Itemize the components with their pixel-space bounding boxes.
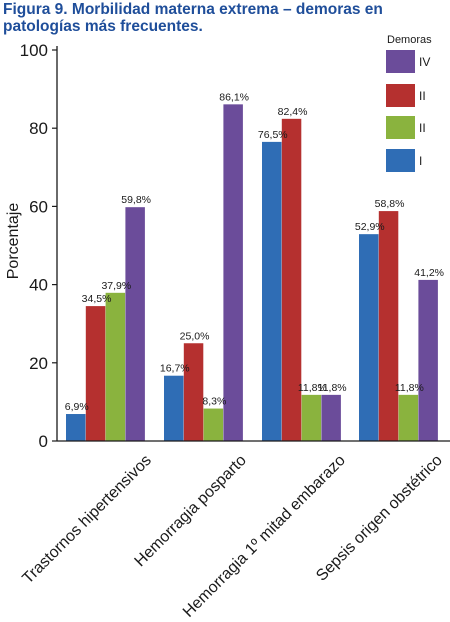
legend-title: Demoras: [387, 34, 432, 46]
data-label: 86,1%: [219, 91, 249, 103]
bar-III-4: [378, 211, 399, 441]
axes-group: [56, 46, 450, 442]
data-label: 11,8%: [298, 382, 327, 394]
category-label: Hemorragia posparto: [132, 452, 250, 570]
legend-swatch-IV: [386, 50, 415, 73]
bar-III-3: [281, 118, 302, 441]
bar-IV-1: [125, 207, 145, 441]
bar-I-1: [66, 414, 86, 441]
bar-I-2: [164, 375, 184, 441]
legend-swatch-I: [386, 149, 415, 172]
y-tick-label: 100: [20, 41, 48, 60]
legend-label-II: II: [419, 121, 426, 135]
y-tick-label: 60: [29, 197, 48, 216]
data-label: 16,7%: [160, 363, 190, 375]
legend-swatch-III: [386, 84, 415, 107]
bar-I-4: [359, 234, 379, 441]
bar-IV-3: [321, 394, 341, 441]
bar-I-3: [262, 141, 282, 441]
data-label: 37,9%: [101, 280, 131, 292]
bar-IV-2: [223, 104, 243, 441]
data-label: 76,5%: [258, 129, 288, 141]
data-label: 25,0%: [180, 330, 210, 342]
legend-swatch-II: [386, 116, 415, 139]
data-label: 11,8%: [318, 382, 347, 394]
bar-II-1: [105, 292, 126, 441]
bar-II-2: [203, 408, 224, 441]
chart-title: Figura 9. Morbilidad materna extrema – d…: [3, 1, 383, 35]
bar-III-2: [183, 343, 204, 441]
data-label: 11,8%: [395, 382, 424, 394]
data-label: 59,8%: [121, 194, 151, 206]
y-ticks-group: 0 20 40 60 80 100: [20, 41, 57, 451]
y-tick-label: 20: [29, 354, 48, 373]
legend-label-IV: IV: [419, 55, 430, 69]
data-label: 58,8%: [375, 198, 405, 210]
bar-III-1: [85, 306, 106, 441]
bar-II-4: [398, 394, 419, 441]
data-label: 41,2%: [414, 267, 444, 279]
legend-label-III: II: [419, 89, 426, 103]
y-tick-label: 0: [39, 432, 48, 451]
data-label: 8,3%: [202, 396, 226, 408]
y-tick-label: 80: [29, 119, 48, 138]
bar-IV-4: [418, 279, 438, 441]
data-labels-group: 6,9% 34,5%37,9% 59,8% 16,7% 25,0% 8,3% 86,1% 76…: [65, 91, 444, 413]
bars-group: [66, 104, 438, 441]
data-label: 34,5%: [82, 293, 112, 305]
y-tick-label: 40: [29, 276, 48, 295]
legend-label-I: I: [419, 154, 422, 168]
bar-II-3: [301, 394, 322, 441]
data-label: 82,4%: [278, 106, 308, 118]
category-label: Trastornos hipertensivos: [19, 452, 154, 587]
data-label: 6,9%: [65, 401, 89, 413]
category-label: Hemorragia 1º mitad embarazo: [180, 452, 349, 621]
data-label: 52,9%: [355, 221, 385, 233]
y-axis-title: Porcentaje: [5, 203, 22, 280]
